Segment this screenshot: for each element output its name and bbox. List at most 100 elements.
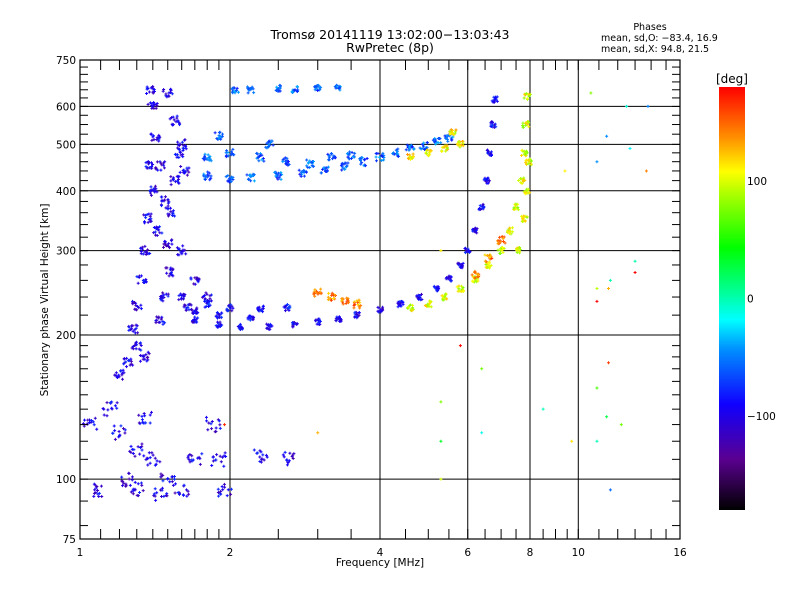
data-point (127, 328, 131, 332)
data-point (122, 481, 126, 485)
data-point (340, 299, 344, 303)
y-tick-label: 200 (56, 330, 76, 342)
data-point (451, 135, 455, 139)
data-point (485, 178, 489, 182)
data-point (213, 430, 217, 434)
data-point (457, 140, 461, 144)
data-point (470, 273, 474, 277)
data-point (142, 355, 146, 359)
data-point (97, 491, 101, 495)
data-point (130, 475, 134, 479)
data-point (425, 151, 429, 155)
data-point (265, 322, 269, 326)
data-point (374, 155, 378, 159)
data-point (313, 288, 317, 292)
data-point (225, 494, 229, 498)
data-point (161, 479, 165, 483)
data-point (483, 177, 487, 181)
data-point (209, 174, 213, 178)
data-point (305, 164, 309, 168)
data-point (319, 171, 323, 175)
data-point (423, 148, 427, 152)
data-point (526, 162, 530, 166)
data-point (147, 451, 151, 455)
data-point (148, 251, 152, 255)
data-point (314, 319, 318, 323)
data-point (152, 138, 156, 142)
data-point (483, 259, 487, 263)
data-point (429, 299, 433, 303)
data-point (161, 473, 165, 477)
data-point (443, 292, 447, 296)
data-point (89, 420, 93, 424)
data-point (285, 156, 289, 160)
data-point (153, 487, 157, 491)
data-point (381, 151, 385, 155)
data-point (501, 239, 505, 243)
data-point (149, 410, 153, 414)
data-point (207, 301, 211, 305)
data-point (447, 275, 451, 279)
data-point (136, 281, 140, 285)
data-point (169, 210, 173, 214)
data-point (355, 299, 359, 303)
data-point (106, 408, 110, 412)
data-point (352, 306, 356, 310)
data-point (144, 421, 148, 425)
data-point (144, 161, 148, 165)
data-point (141, 489, 145, 493)
data-point (477, 208, 481, 212)
data-point (224, 155, 228, 159)
data-point (518, 245, 522, 249)
data-point (151, 134, 155, 138)
data-point (419, 292, 423, 296)
data-point (605, 134, 609, 138)
data-point (114, 371, 118, 375)
data-point (345, 164, 349, 168)
data-point (262, 159, 266, 163)
data-point (494, 96, 498, 100)
data-point (434, 142, 438, 146)
data-point (155, 190, 159, 194)
data-point (258, 449, 262, 453)
data-point (149, 217, 153, 221)
data-point (252, 179, 256, 183)
data-point (169, 87, 173, 91)
data-point (419, 298, 423, 302)
data-point (166, 214, 170, 218)
data-point (187, 492, 191, 496)
data-point (476, 273, 480, 277)
data-point (194, 310, 198, 314)
data-point (460, 140, 464, 144)
data-point (162, 166, 166, 170)
data-point (425, 141, 429, 145)
y-tick-label: 750 (56, 55, 76, 67)
data-point (182, 138, 186, 142)
data-point (525, 215, 529, 219)
data-point (380, 158, 384, 162)
data-point (514, 207, 518, 211)
data-point (95, 427, 99, 431)
data-point (217, 322, 221, 326)
data-point (159, 488, 163, 492)
data-point (170, 213, 174, 217)
data-point (281, 453, 285, 457)
data-point (453, 131, 457, 135)
data-point (166, 476, 170, 480)
data-point (607, 287, 611, 291)
data-point (428, 149, 432, 153)
data-point (110, 406, 114, 410)
data-point (528, 191, 532, 195)
data-point (328, 296, 332, 300)
data-point (313, 85, 317, 89)
data-point (231, 91, 235, 95)
data-point (121, 479, 125, 483)
data-point (219, 137, 223, 141)
data-point (608, 278, 612, 282)
data-point (224, 175, 228, 179)
data-point (152, 87, 156, 91)
chart-subtitle: RwPretec (8p) (346, 40, 434, 55)
data-point (475, 231, 479, 235)
data-point (121, 368, 125, 372)
data-point (382, 158, 386, 162)
